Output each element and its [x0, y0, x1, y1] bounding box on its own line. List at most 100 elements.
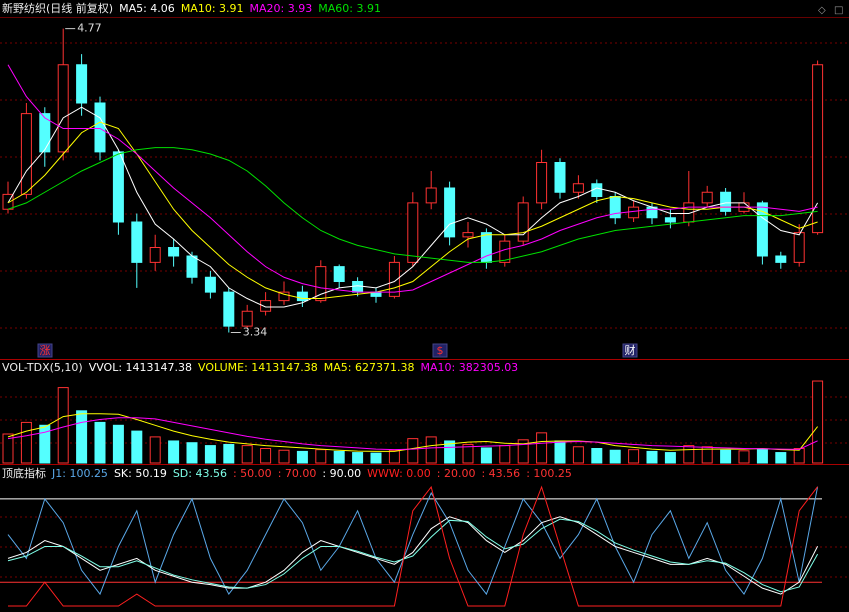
volume-bar — [39, 424, 51, 464]
volume-bar — [112, 424, 124, 464]
candle-body — [388, 261, 400, 297]
candle-body — [536, 162, 548, 204]
candle-body — [517, 202, 529, 242]
series-line — [7, 64, 818, 293]
legend-item: MA20: 3.93 — [249, 2, 313, 15]
volume-bar — [664, 452, 676, 464]
legend-item: J1: 100.25 — [52, 467, 108, 480]
candle-body — [444, 187, 456, 238]
volume-bar — [20, 421, 32, 464]
volume-bar — [756, 448, 768, 464]
candle-body — [57, 64, 69, 153]
stock-title: 新野纺织(日线 前复权) — [2, 2, 114, 15]
candle-body — [223, 291, 235, 327]
legend-item: MA60: 3.91 — [318, 2, 381, 15]
volume-bar — [278, 449, 290, 464]
legend-item: MA5: 627371.38 — [323, 361, 415, 374]
indicator-name: 顶底指标 — [2, 467, 46, 480]
volume-bar — [444, 440, 456, 464]
candle-body — [333, 266, 345, 282]
candle-body — [425, 187, 437, 204]
volume-bar — [315, 449, 327, 464]
legend-item: : 43.56 — [481, 467, 521, 480]
volume-bar — [793, 448, 805, 464]
candle-body — [793, 232, 805, 263]
legend-item: : 90.00 — [322, 467, 362, 480]
legend-item: : 70.00 — [277, 467, 317, 480]
candle-body — [775, 255, 787, 263]
legend-item: VVOL: 1413147.38 — [88, 361, 193, 374]
volume-bar — [517, 439, 529, 464]
price-header: 新野纺织(日线 前复权) MA5: 4.06 MA10: 3.91 MA20: 3.9… — [2, 1, 387, 17]
volume-bar — [775, 452, 787, 464]
event-marker: 涨 — [40, 344, 51, 357]
series-line — [7, 518, 819, 593]
legend-item: MA5: 4.06 — [119, 2, 175, 15]
series-line — [7, 417, 818, 451]
volume-bar — [407, 438, 419, 464]
series-line — [8, 485, 818, 607]
series-line — [7, 413, 818, 452]
volume-bar — [370, 452, 382, 464]
volume-bar — [480, 447, 492, 464]
candle-body — [407, 202, 419, 263]
legend-item: SD: 43.56 — [172, 467, 227, 480]
series-line — [7, 121, 818, 299]
volume-bar — [352, 452, 364, 464]
legend-item: : 100.25 — [526, 467, 572, 480]
event-marker-box — [622, 343, 638, 358]
legend-item: MA10: 382305.03 — [420, 361, 519, 374]
candle-body — [260, 300, 272, 312]
candle-body — [39, 113, 51, 153]
event-marker-box — [432, 343, 448, 358]
candle-body — [462, 232, 474, 238]
candle-body — [628, 206, 640, 219]
volume-bar — [388, 449, 400, 464]
series-line — [7, 516, 819, 595]
legend-item: SK: 50.19 — [113, 467, 167, 480]
volume-bar — [223, 443, 235, 464]
volume-bar — [94, 421, 106, 464]
icon[interactable]: ◇ — [818, 5, 826, 16]
candle-body — [315, 266, 327, 302]
volume-bar — [554, 440, 566, 464]
candle-body — [572, 183, 584, 193]
annotation: 3.34 — [243, 326, 267, 339]
legend-item: VOLUME: 1413147.38 — [198, 361, 318, 374]
candle-body — [204, 276, 216, 293]
icon[interactable]: □ — [834, 5, 843, 16]
candle-body — [701, 191, 713, 204]
volume-bar — [333, 450, 345, 464]
candle-body — [76, 64, 88, 104]
volume-bar — [609, 449, 621, 464]
candle-body — [94, 102, 106, 153]
candle-body — [554, 162, 566, 193]
candle-body — [241, 310, 253, 327]
volume-bar — [204, 445, 216, 464]
volume-bar — [536, 432, 548, 464]
volume-bar — [499, 445, 511, 464]
legend-item: : 20.00 — [436, 467, 476, 480]
volume-bar — [738, 450, 750, 464]
legend-item: WWW: 0.00 — [367, 467, 431, 480]
volume-bar — [76, 410, 88, 464]
series-line — [7, 147, 818, 263]
volume-bar — [462, 443, 474, 464]
volume-bar — [628, 449, 640, 464]
annotation: 4.77 — [77, 22, 102, 35]
candle-body — [186, 255, 198, 278]
event-marker-box — [37, 343, 53, 358]
candle-body — [149, 247, 161, 263]
candle-body — [168, 247, 180, 257]
legend-item: : 50.00 — [232, 467, 272, 480]
volume-bar — [812, 380, 824, 464]
candle-body — [112, 151, 124, 223]
event-marker: $ — [437, 344, 444, 357]
indicator-header: 顶底指标 J1: 100.25 SK: 50.19 SD: 43.56 : 50.00:… — [2, 466, 578, 482]
candle-body — [296, 291, 308, 302]
volume-bar — [186, 442, 198, 464]
indicator-name: VOL-TDX(5,10) — [2, 361, 83, 374]
